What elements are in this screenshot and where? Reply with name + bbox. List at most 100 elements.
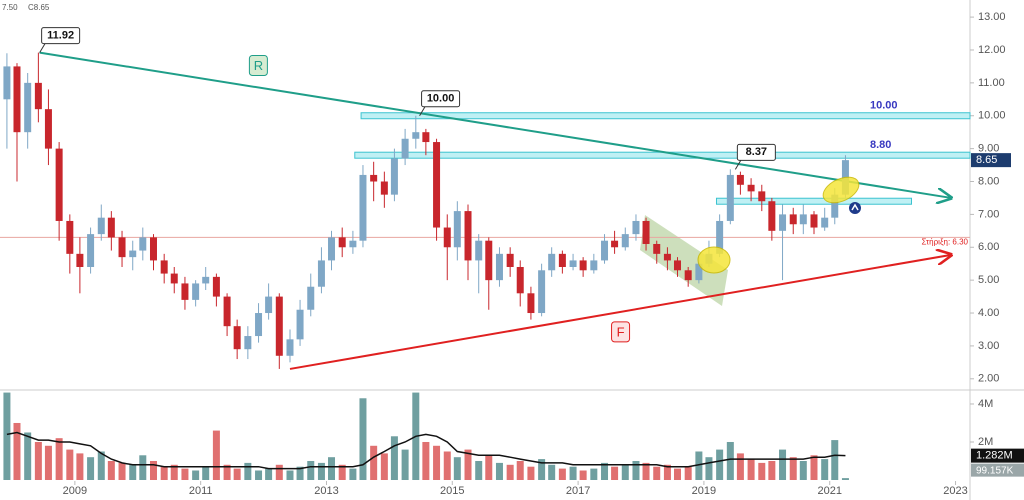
volume-bar [296,466,304,480]
volume-bar [170,464,178,480]
candle-body [831,194,839,218]
volume-bar [758,462,766,480]
volume-bar [726,441,734,480]
volume-bar [538,459,546,480]
volume-bar [129,464,137,480]
volume-bar [212,430,220,480]
candle-body [464,211,472,261]
trendline [39,51,951,198]
event-icon [849,202,861,214]
candle-body [55,148,63,221]
volume-bar [716,449,724,480]
candle-body [24,82,32,133]
trendline-label-box [248,54,268,76]
candle-body [76,253,84,267]
candle-body [181,283,189,300]
volume-bar [317,462,325,480]
y-tick-label: 10.00 [978,110,1006,122]
volume-bar [558,468,566,480]
volume-bar [66,449,74,480]
volume-bar [370,445,378,480]
candle-body [401,138,409,159]
volume-bar [673,468,681,480]
y-tick-label: 13.00 [978,11,1006,23]
callout-box [41,27,81,45]
volume-bar [443,451,451,480]
volume-bar [831,440,839,480]
candle-body [768,201,776,231]
candle-body [695,263,703,281]
candle-body [160,260,168,274]
volume-bar [548,464,556,480]
candle-body [412,132,420,139]
candle-body [328,237,336,261]
candle-body [475,240,483,261]
volume-bar [118,462,126,480]
candle-body [380,181,388,195]
y-tick-label: 6.00 [978,241,999,253]
resistance-zone [360,112,971,120]
candle-body [601,240,609,261]
y-tick-label: 3.00 [978,340,999,352]
volume-bar [286,470,294,480]
candle-body [821,217,829,228]
volume-bar [799,460,807,480]
volume-bar [695,451,703,480]
volume-bar [149,460,157,480]
volume-bar [810,455,818,480]
volume-bar [663,464,671,480]
candle-body [192,283,200,300]
candle-body [642,220,650,244]
candle-body [516,266,524,294]
volume-bar [255,470,263,480]
volume-bar [97,451,105,480]
volume-ma-line [6,431,846,470]
x-tick-label: 2015 [440,485,464,497]
volume-bar [642,462,650,480]
ohlc-close: C8.65 [28,3,50,12]
volume-bar [307,460,315,480]
volume-bar [464,449,472,480]
x-tick-label: 2013 [314,485,338,497]
volume-bar [841,478,849,480]
breakout-highlight [822,176,860,204]
candle-body [673,260,681,271]
volume-bar [705,457,713,480]
volume-bar [223,464,231,480]
volume-bar [24,432,32,480]
volume-bar [107,460,115,480]
callout-label: 10.00 [427,93,455,105]
volume-bar [495,462,503,480]
volume-bar [579,470,587,480]
candle-body [726,174,734,221]
candle-body [97,217,105,235]
candle-body [87,234,95,267]
candle-body [286,339,294,356]
volume-bar [160,466,168,480]
candle-body [170,273,178,284]
candle-body [621,234,629,248]
y-tick-label: 9.00 [978,143,999,155]
resistance-zone [715,197,912,205]
trendline-label-box [611,321,631,343]
zone-label: 10.00 [870,100,898,112]
candle-body [265,296,273,314]
volume-bar [265,468,273,480]
volume-bar [192,470,200,480]
candle-body [13,66,21,133]
candle-body [789,214,797,225]
candle-body [495,253,503,281]
volume-bar [789,457,797,480]
callout-pointer [39,42,47,53]
candle-body [538,270,546,314]
candle-body [370,174,378,182]
callout-label: 8.37 [746,146,767,158]
candle-body [296,309,304,340]
volume-bar [747,459,755,480]
volume-bar [34,441,42,480]
volume-bar [328,457,336,480]
candle-body [433,142,441,228]
candle-body [684,270,692,281]
candle-body [527,293,535,314]
